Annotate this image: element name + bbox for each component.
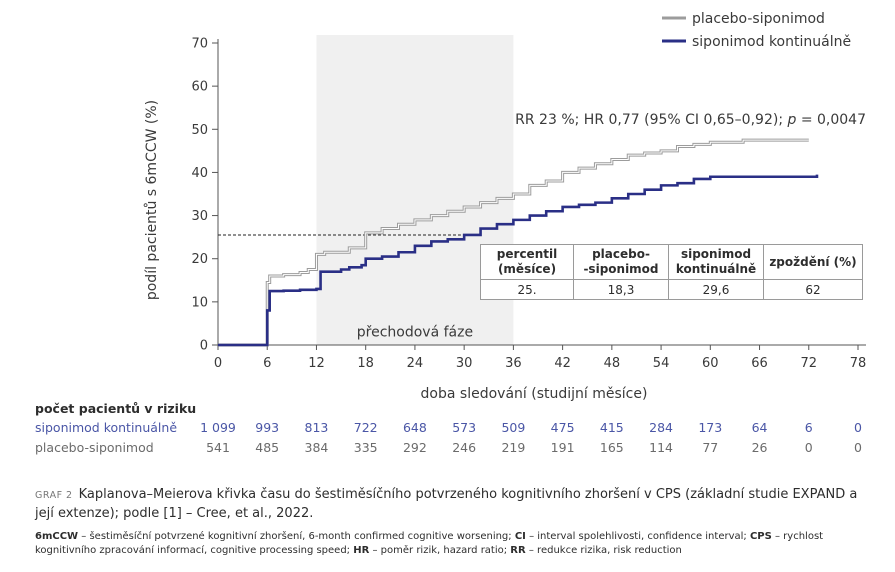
risk-cell: 191 xyxy=(550,440,575,455)
risk-cell: 77 xyxy=(702,440,719,455)
footnote-definition: – rychlost kognitivního zpracování infor… xyxy=(35,531,824,556)
percentile-data-row: 25. 18,3 29,6 62 xyxy=(480,279,863,300)
x-tick-label: 18 xyxy=(357,356,374,371)
footnote-abbr: RR xyxy=(510,544,526,556)
series-lines xyxy=(218,138,819,347)
abbreviation-footnote: 6mCCW – šestiměsíční potvrzené kognitivn… xyxy=(35,530,875,557)
x-tick-label: 78 xyxy=(850,356,867,371)
risk-cell: 114 xyxy=(649,440,673,455)
x-tick-label: 42 xyxy=(554,356,571,371)
caption-tag: GRAF 2 xyxy=(35,490,73,501)
risk-cell: 415 xyxy=(599,420,624,435)
risk-cell: 0 xyxy=(854,420,862,435)
footnote-definition: – šestiměsíční potvrzené kognitivní zhor… xyxy=(78,531,515,542)
risk-cell: 26 xyxy=(751,440,768,455)
caption-text: Kaplanova–Meierova křivka času do šestim… xyxy=(35,487,858,521)
risk-cell: 165 xyxy=(599,440,624,455)
series-line-placebo-inner xyxy=(218,139,809,346)
figure-caption: GRAF 2 Kaplanova–Meierova křivka času do … xyxy=(35,486,875,523)
risk-cell: 509 xyxy=(501,420,526,435)
y-tick-label: 50 xyxy=(191,123,208,138)
percentile-header-cell: zpoždění (%) xyxy=(763,244,863,280)
risk-cell: 1 099 xyxy=(200,420,236,435)
percentile-cell: 25. xyxy=(480,279,574,300)
y-tick-label: 60 xyxy=(191,80,208,95)
risk-cell: 284 xyxy=(649,420,673,435)
risk-cell: 64 xyxy=(751,420,768,435)
footnote-definition: – redukce rizika, risk reduction xyxy=(525,544,682,556)
risk-cell: 0 xyxy=(854,440,862,455)
x-tick-label: 24 xyxy=(407,356,424,371)
percentile-cell: 18,3 xyxy=(573,279,669,300)
percentile-table: percentil (měsíce) placebo- -siponimod sip… xyxy=(480,244,863,300)
y-tick-label: 70 xyxy=(191,37,208,52)
footnote-definition: – poměr rizik, hazard ratio; xyxy=(369,544,511,556)
percentile-header-cell: placebo- -siponimod xyxy=(573,244,669,280)
percentile-header-cell: siponimod kontinuálně xyxy=(668,244,764,280)
stats-suffix: = 0,0047 xyxy=(796,112,866,128)
percentile-header-cell: percentil (měsíce) xyxy=(480,244,574,280)
x-tick-label: 54 xyxy=(653,356,670,371)
percentile-cell: 62 xyxy=(763,279,863,300)
footnote-abbr: CI xyxy=(514,531,526,542)
axes: 0 10 20 30 40 50 60 70 0 6 12 18 24 30 36 42 48 54 60 66 72 7… xyxy=(191,37,866,372)
risk-row-label-placebo: placebo-siponimod xyxy=(35,440,154,455)
stats-prefix: RR 23 %; HR 0,77 (95% CI 0,65–0,92); xyxy=(515,112,787,128)
percentile-header-row: percentil (měsíce) placebo- -siponimod sip… xyxy=(480,244,863,280)
risk-cell: 722 xyxy=(353,420,378,435)
risk-cell: 541 xyxy=(206,440,230,455)
stats-annotation: RR 23 %; HR 0,77 (95% CI 0,65–0,92); p =… xyxy=(515,112,866,128)
risk-cell: 173 xyxy=(698,420,723,435)
risk-cell: 0 xyxy=(804,440,813,455)
legend-label-placebo: placebo-siponimod xyxy=(692,11,825,27)
x-tick-label: 72 xyxy=(800,356,817,371)
x-tick-label: 12 xyxy=(308,356,325,371)
risk-row-label-siponimod: siponimod kontinuálně xyxy=(35,420,178,435)
percentile-cell: 29,6 xyxy=(668,279,764,300)
y-tick-label: 20 xyxy=(191,252,208,267)
footnote-abbr: 6mCCW xyxy=(35,531,79,542)
y-tick-label: 10 xyxy=(191,295,208,310)
risk-cell: 335 xyxy=(353,440,378,455)
x-axis-title: doba sledování (studijní měsíce) xyxy=(421,386,648,402)
risk-cell: 475 xyxy=(550,420,575,435)
y-tick-label: 40 xyxy=(191,166,208,181)
risk-cell: 292 xyxy=(402,440,427,455)
risk-cell: 485 xyxy=(255,440,280,455)
legend-label-siponimod: siponimod kontinuálně xyxy=(692,34,851,50)
series-line-siponimod xyxy=(218,174,819,347)
y-tick-label: 30 xyxy=(191,209,208,224)
x-tick-label: 6 xyxy=(263,356,271,371)
risk-cell: 246 xyxy=(452,440,477,455)
x-tick-label: 0 xyxy=(214,356,222,371)
footnote-abbr: HR xyxy=(353,544,370,556)
y-axis-title: podíl pacientů s 6mCCW (%) xyxy=(144,100,160,300)
footnote-definition: – interval spolehlivosti, confidence int… xyxy=(525,531,750,542)
risk-cell: 384 xyxy=(304,440,329,455)
x-tick-label: 36 xyxy=(505,356,522,371)
x-tick-label: 60 xyxy=(702,356,719,371)
legend: placebo-siponimod siponimod kontinuálně xyxy=(662,11,851,50)
footnote-abbr: CPS xyxy=(749,531,772,542)
risk-cell: 573 xyxy=(452,420,477,435)
stats-p-symbol: p xyxy=(786,112,796,128)
risk-table-title: počet pacientů v riziku xyxy=(35,401,197,416)
risk-cell: 219 xyxy=(501,440,526,455)
x-tick-label: 66 xyxy=(751,356,768,371)
transition-phase-label: přechodová fáze xyxy=(357,324,473,340)
risk-cell: 6 xyxy=(804,420,813,435)
x-tick-label: 48 xyxy=(604,356,621,371)
x-tick-label: 30 xyxy=(456,356,473,371)
risk-cell: 813 xyxy=(304,420,329,435)
risk-cell: 648 xyxy=(402,420,427,435)
y-tick-label: 0 xyxy=(200,339,208,354)
risk-cell: 993 xyxy=(255,420,280,435)
km-chart: přechodová fáze 0 10 20 30 40 50 60 70 0 6 12 18 24 3… xyxy=(144,11,866,402)
